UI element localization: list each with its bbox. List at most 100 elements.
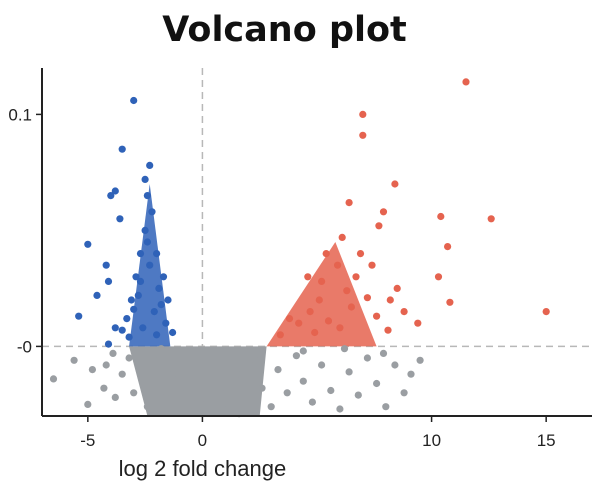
tick-labels: -5 0 10 15 0.1 -0 [8, 105, 555, 450]
point-up-regulated-33 [318, 277, 326, 285]
point-down-regulated-28 [159, 273, 168, 281]
point-up-regulated-24 [295, 319, 303, 327]
point-up-regulated-17 [322, 250, 330, 258]
point-down-regulated-35 [136, 277, 145, 285]
point-up-regulated-13 [400, 308, 408, 316]
point-down-regulated-36 [130, 305, 138, 313]
point-not-significant-20 [132, 347, 140, 355]
point-down-regulated-17 [141, 226, 149, 234]
y-tick-label: -0 [17, 337, 32, 356]
point-down-regulated-37 [164, 296, 172, 304]
point-not-significant-26 [242, 393, 250, 401]
x-axis-label: log 2 fold change [119, 456, 287, 481]
point-not-significant-35 [318, 361, 326, 369]
point-not-significant-42 [382, 403, 390, 411]
point-not-significant-30 [274, 366, 282, 374]
point-up-regulated-36 [311, 328, 319, 337]
point-up-regulated-11 [542, 308, 550, 316]
point-down-regulated-23 [150, 308, 158, 316]
point-down-regulated-22 [155, 284, 163, 292]
point-not-significant-33 [299, 377, 307, 385]
point-up-regulated-12 [393, 284, 401, 292]
point-up-regulated-9 [434, 273, 443, 281]
point-down-regulated-13 [125, 333, 133, 341]
point-not-significant-25 [233, 370, 241, 378]
point-not-significant-49 [379, 349, 388, 357]
point-up-regulated-28 [373, 312, 381, 320]
point-not-significant-4 [100, 384, 108, 392]
point-not-significant-29 [267, 403, 275, 411]
point-up-regulated-30 [336, 324, 344, 332]
x-tick-label: 10 [422, 431, 441, 450]
point-up-regulated-26 [304, 273, 312, 281]
data-points [49, 78, 550, 418]
point-down-regulated-15 [143, 192, 151, 200]
point-not-significant-43 [391, 361, 399, 369]
point-up-regulated-7 [375, 222, 383, 230]
point-not-significant-19 [109, 349, 117, 357]
point-down-regulated-5 [107, 192, 115, 200]
point-not-significant-27 [251, 356, 259, 364]
point-up-regulated-19 [352, 273, 360, 281]
point-down-regulated-4 [141, 175, 149, 183]
point-up-regulated-34 [368, 261, 376, 269]
point-not-significant-36 [327, 386, 335, 395]
point-down-regulated-1 [118, 145, 126, 153]
point-down-regulated-27 [134, 291, 142, 299]
point-not-significant-48 [340, 345, 349, 353]
reference-lines [42, 68, 592, 416]
point-down-regulated-3 [146, 161, 154, 169]
point-up-regulated-18 [334, 261, 342, 269]
point-down-regulated-29 [153, 331, 161, 339]
point-not-significant-37 [336, 405, 344, 413]
point-not-significant-28 [258, 384, 266, 392]
point-down-regulated-9 [104, 277, 113, 285]
point-up-regulated-27 [324, 317, 333, 325]
point-up-regulated-22 [315, 296, 323, 304]
point-not-significant-9 [130, 389, 138, 397]
point-up-regulated-6 [379, 208, 388, 216]
point-up-regulated-21 [363, 294, 371, 302]
point-down-regulated-0 [130, 96, 138, 105]
point-down-regulated-25 [139, 324, 147, 332]
point-not-significant-8 [125, 354, 133, 362]
point-up-regulated-4 [437, 212, 445, 221]
point-down-regulated-6 [84, 240, 92, 248]
point-down-regulated-2 [111, 187, 119, 195]
point-not-significant-2 [70, 356, 78, 364]
point-up-regulated-25 [276, 331, 284, 339]
point-not-significant-53 [164, 407, 172, 415]
point-not-significant-51 [194, 398, 202, 406]
point-not-significant-18 [189, 407, 197, 415]
point-not-significant-16 [175, 405, 184, 413]
point-down-regulated-20 [127, 296, 135, 304]
point-up-regulated-14 [414, 319, 422, 327]
point-down-regulated-19 [132, 273, 140, 281]
point-up-regulated-1 [359, 110, 367, 118]
point-up-regulated-23 [306, 308, 314, 316]
point-up-regulated-8 [444, 243, 452, 251]
point-not-significant-6 [111, 393, 119, 401]
point-not-significant-46 [416, 356, 424, 364]
point-not-significant-47 [299, 347, 307, 355]
chart-title: Volcano plot [162, 10, 407, 50]
point-down-regulated-34 [157, 301, 165, 309]
point-not-significant-23 [217, 389, 225, 397]
point-not-significant-44 [400, 389, 408, 397]
point-down-regulated-32 [143, 238, 151, 246]
point-not-significant-1 [84, 400, 92, 408]
point-down-regulated-24 [162, 319, 170, 327]
point-up-regulated-0 [359, 131, 367, 139]
point-not-significant-38 [345, 368, 353, 376]
point-down-regulated-30 [169, 328, 177, 337]
point-not-significant-7 [118, 370, 126, 378]
point-down-regulated-14 [104, 340, 113, 348]
point-down-regulated-26 [123, 315, 131, 323]
x-tick-label: 0 [198, 431, 207, 450]
point-up-regulated-31 [285, 315, 294, 323]
point-not-significant-12 [148, 379, 156, 388]
point-not-significant-31 [283, 389, 291, 397]
axes [41, 68, 592, 417]
point-not-significant-22 [208, 407, 216, 415]
point-down-regulated-10 [93, 291, 101, 299]
